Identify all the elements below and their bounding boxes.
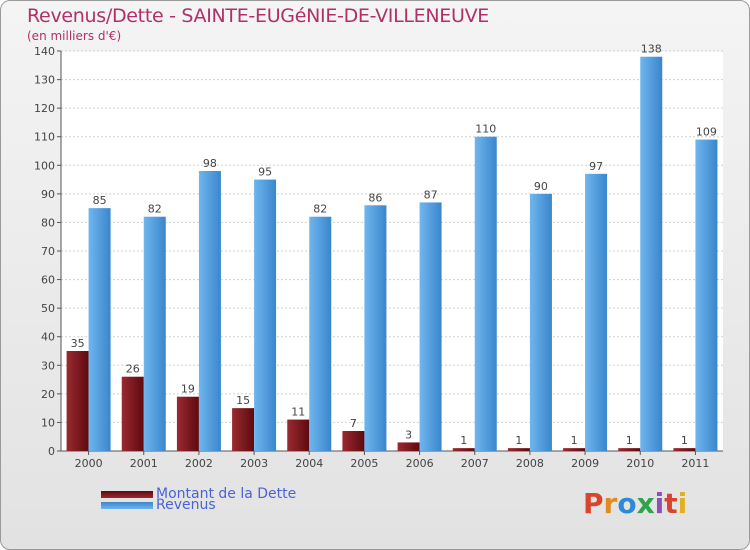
bar-revenus (88, 208, 111, 451)
legend-swatch-dette (101, 491, 153, 498)
bar-dette (397, 442, 420, 451)
x-tick-label: 2010 (626, 457, 654, 470)
x-tick-label: 2009 (571, 457, 599, 470)
bar-dette (287, 419, 310, 451)
logo-letter: P (583, 487, 604, 520)
data-label-revenus: 82 (313, 203, 327, 216)
data-label-revenus: 97 (589, 160, 603, 173)
legend-label-revenus: Revenus (156, 497, 216, 513)
logo-letter: o (617, 487, 637, 520)
legend-swatch-revenus (101, 502, 153, 509)
x-tick-label: 2008 (516, 457, 544, 470)
bar-dette (452, 448, 475, 451)
data-label-dette: 1 (460, 434, 467, 447)
bar-revenus (695, 139, 718, 452)
data-label-revenus: 138 (641, 43, 662, 56)
bar-revenus (309, 216, 332, 451)
x-tick-label: 2007 (461, 457, 489, 470)
x-tick-label: 2001 (130, 457, 158, 470)
chart-subtitle: (en milliers d'€) (27, 29, 122, 43)
data-label-dette: 1 (681, 434, 688, 447)
y-tick-label: 40 (41, 331, 55, 344)
data-label-dette: 35 (71, 337, 85, 350)
data-label-dette: 3 (405, 428, 412, 441)
x-tick-label: 2005 (350, 457, 378, 470)
bar-revenus (419, 202, 442, 451)
data-label-revenus: 86 (368, 191, 382, 204)
data-label-dette: 1 (626, 434, 633, 447)
y-tick-label: 80 (41, 216, 55, 229)
logo-letter: r (603, 487, 618, 520)
x-tick-label: 2004 (295, 457, 323, 470)
bar-revenus (198, 171, 221, 451)
bar-revenus (529, 193, 552, 451)
bar-revenus (364, 205, 387, 451)
data-label-revenus: 87 (424, 188, 438, 201)
bar-dette (232, 408, 255, 451)
data-label-dette: 1 (515, 434, 522, 447)
x-tick-label: 2006 (406, 457, 434, 470)
y-tick-label: 20 (41, 388, 55, 401)
bar-revenus (254, 179, 277, 452)
data-label-dette: 7 (350, 417, 357, 430)
bar-dette (618, 448, 641, 451)
bar-dette (121, 376, 144, 451)
data-label-revenus: 109 (696, 126, 717, 139)
bar-revenus (640, 56, 663, 451)
y-tick-label: 30 (41, 359, 55, 372)
bar-dette (673, 448, 696, 451)
y-tick-label: 120 (34, 102, 55, 115)
y-tick-label: 70 (41, 245, 55, 258)
y-tick-label: 140 (34, 45, 55, 58)
y-tick-label: 130 (34, 74, 55, 87)
data-label-revenus: 90 (534, 180, 548, 193)
x-tick-label: 2003 (240, 457, 268, 470)
data-label-revenus: 85 (93, 194, 107, 207)
logo-letter: x (636, 487, 655, 520)
y-tick-label: 90 (41, 188, 55, 201)
proxiti-logo: Proxiti (583, 487, 687, 520)
logo-letter: i (654, 487, 665, 520)
y-tick-label: 0 (48, 445, 55, 458)
bar-dette (66, 351, 89, 451)
data-label-dette: 19 (181, 383, 195, 396)
plot-area (61, 51, 723, 451)
y-tick-label: 60 (41, 274, 55, 287)
bar-dette (342, 431, 365, 451)
bar-dette (563, 448, 586, 451)
data-label-revenus: 110 (475, 123, 496, 136)
y-tick-label: 10 (41, 416, 55, 429)
data-label-dette: 26 (126, 363, 140, 376)
y-tick-label: 50 (41, 302, 55, 315)
y-tick-label: 110 (34, 131, 55, 144)
data-label-revenus: 82 (148, 203, 162, 216)
y-tick-label: 100 (34, 159, 55, 172)
bar-dette (176, 396, 199, 451)
legend-label-dette: Montant de la Dette (156, 486, 297, 502)
x-tick-label: 2011 (681, 457, 709, 470)
bar-revenus (585, 173, 608, 451)
data-label-revenus: 98 (203, 157, 217, 170)
data-label-dette: 15 (236, 394, 250, 407)
chart-title: Revenus/Dette - SAINTE-EUGéNIE-DE-VILLEN… (27, 5, 489, 27)
data-label-revenus: 95 (258, 166, 272, 179)
bar-dette (507, 448, 530, 451)
bar-revenus (474, 136, 497, 451)
x-tick-label: 2000 (75, 457, 103, 470)
logo-letter: t (664, 487, 678, 520)
x-tick-label: 2002 (185, 457, 213, 470)
data-label-dette: 11 (291, 406, 305, 419)
bar-revenus (143, 216, 166, 451)
data-label-dette: 1 (571, 434, 578, 447)
logo-letter: i (677, 487, 688, 520)
